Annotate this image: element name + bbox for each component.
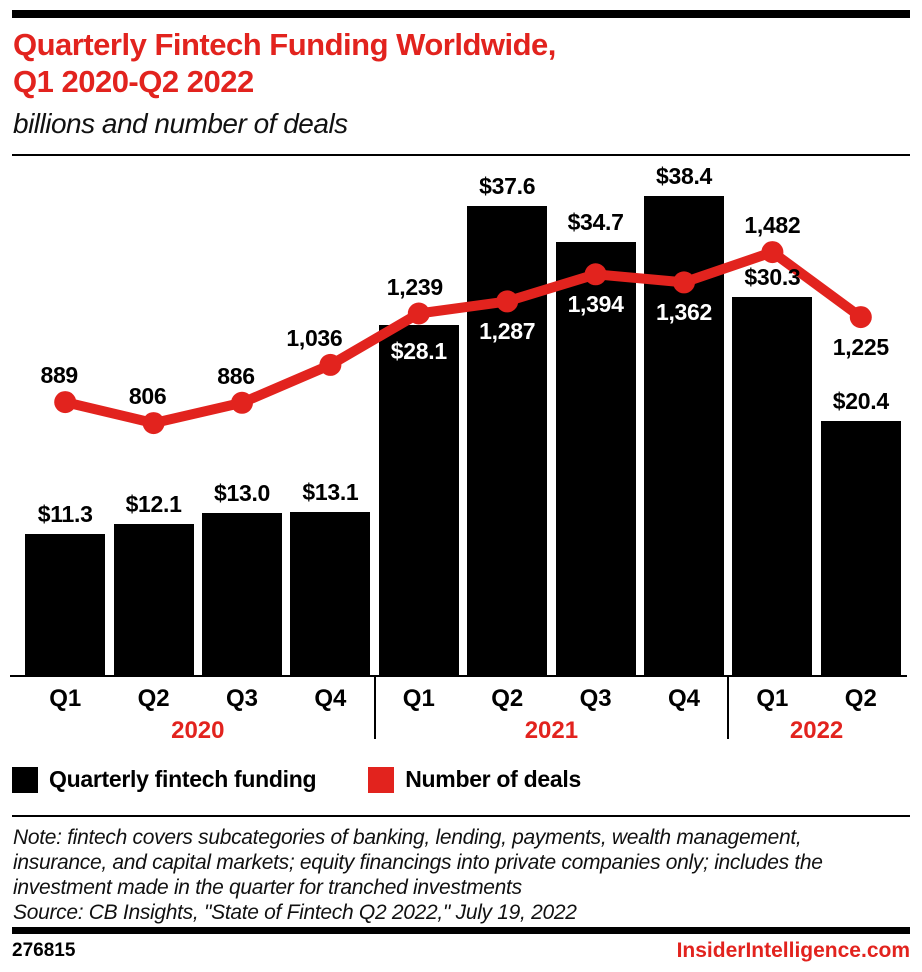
chart-legend: Quarterly fintech funding Number of deal… bbox=[12, 766, 581, 793]
funding-value-label: $38.4 bbox=[655, 163, 713, 190]
funding-value-label: $37.6 bbox=[479, 173, 536, 200]
funding-value-label: $11.3 bbox=[37, 501, 93, 528]
x-axis-tick-label: Q1 bbox=[756, 685, 789, 712]
deals-value-label: 886 bbox=[217, 362, 255, 389]
deals-point bbox=[407, 302, 430, 325]
deals-value-label: 1,482 bbox=[744, 212, 801, 239]
legend-item-funding: Quarterly fintech funding bbox=[12, 766, 317, 793]
funding-bar bbox=[25, 534, 106, 675]
funding-legend-label: Quarterly fintech funding bbox=[49, 766, 317, 792]
funding-bar bbox=[202, 512, 282, 675]
deals-point bbox=[849, 306, 872, 329]
header-divider-line bbox=[12, 154, 910, 156]
funding-value-label: $13.0 bbox=[213, 479, 271, 506]
x-axis-line bbox=[10, 675, 907, 677]
funding-bar bbox=[290, 511, 371, 675]
deals-point bbox=[231, 391, 253, 414]
top-divider-bar bbox=[12, 10, 910, 18]
year-label: 2021 bbox=[524, 717, 579, 744]
funding-bar bbox=[820, 420, 901, 675]
x-axis-tick-label: Q4 bbox=[314, 685, 347, 712]
page-title: Quarterly Fintech Funding Worldwide, Q1 … bbox=[13, 26, 556, 100]
deals-point bbox=[319, 353, 342, 376]
x-axis-tick-label: Q2 bbox=[137, 685, 170, 712]
deals-value-label: 1,362 bbox=[655, 299, 713, 326]
x-axis-tick-label: Q4 bbox=[667, 685, 700, 712]
funding-legend-swatch-icon bbox=[12, 766, 38, 793]
deals-point bbox=[142, 412, 165, 435]
footer-divider-line bbox=[12, 815, 910, 817]
insider-intelligence-link[interactable]: InsiderIntelligence.com bbox=[676, 939, 910, 962]
funding-bar bbox=[113, 524, 194, 675]
funding-value-label: $30.3 bbox=[744, 264, 801, 291]
funding-value-label: $20.4 bbox=[832, 387, 889, 414]
title-line-1: Quarterly Fintech Funding Worldwide, bbox=[13, 27, 556, 62]
title-line-2: Q1 2020-Q2 2022 bbox=[13, 64, 254, 99]
deals-value-label: 1,225 bbox=[832, 334, 889, 361]
deals-point bbox=[761, 241, 784, 264]
chart-id-number: 276815 bbox=[12, 940, 76, 961]
deals-value-label: 1,287 bbox=[479, 318, 536, 345]
x-axis-tick-label: Q1 bbox=[402, 685, 435, 712]
x-axis-tick-label: Q3 bbox=[579, 685, 612, 712]
note-and-source-text: Note: fintech covers subcategories of ba… bbox=[13, 826, 823, 924]
year-label: 2020 bbox=[171, 717, 225, 744]
deals-value-label: 1,036 bbox=[286, 324, 343, 351]
legend-item-deals: Number of deals bbox=[368, 766, 581, 793]
x-axis-tick-label: Q3 bbox=[225, 685, 258, 712]
year-label: 2022 bbox=[789, 717, 844, 744]
year-divider-line bbox=[373, 675, 376, 739]
funding-value-label: $34.7 bbox=[567, 209, 624, 236]
year-divider-line bbox=[727, 675, 730, 739]
funding-value-label: $13.1 bbox=[302, 478, 359, 505]
bottom-divider-bar bbox=[12, 927, 910, 934]
footer-row: 276815 InsiderIntelligence.com bbox=[12, 939, 910, 963]
funding-value-label: $12.1 bbox=[125, 491, 182, 518]
deals-legend-label: Number of deals bbox=[405, 766, 581, 792]
x-axis-tick-label: Q2 bbox=[491, 685, 524, 712]
chart-plot-area: $11.3 $12.1 $13.0 $13.1 $28.1 $37.6 $34.7 $38.4… bbox=[0, 160, 922, 756]
x-axis-tick-label: Q1 bbox=[49, 685, 82, 712]
deals-value-label: 1,239 bbox=[386, 273, 443, 300]
chart-subtitle: billions and number of deals bbox=[13, 108, 348, 139]
deals-legend-swatch-icon bbox=[368, 766, 395, 793]
x-axis-tick-label: Q2 bbox=[844, 685, 877, 712]
